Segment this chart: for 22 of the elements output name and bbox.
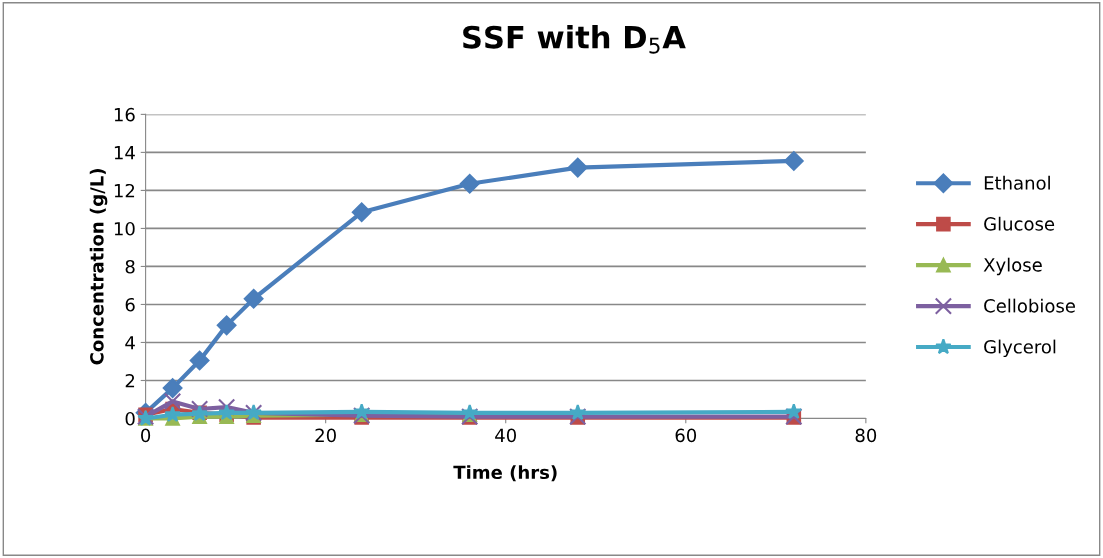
legend-label: Ethanol [984,175,1050,190]
y-tick-label: 2 [125,373,135,388]
y-tick-label: 0 [125,411,135,426]
legend-label: Glycerol [984,339,1056,358]
legend-label: Cellobiose [984,298,1075,313]
chart-title: SSF with D$_{5}$A [463,25,686,54]
legend-label: Xylose [983,257,1042,276]
x-tick-label: 40 [495,428,517,443]
x-tick-label: 0 [141,428,151,443]
x-axis-title: Time (hrs) [453,465,557,482]
y-tick-label: 4 [125,336,135,350]
y-tick-label: 12 [114,183,135,198]
y-tick-label: 10 [114,221,135,236]
y-tick-label: 6 [125,297,135,312]
legend-label: Glucose [984,216,1055,231]
y-axis-title: Concentration (g/L) [89,169,108,365]
y-tick-label: 8 [125,259,135,274]
y-tick-label: 16 [114,107,135,122]
x-tick-label: 60 [675,428,697,443]
x-tick-label: 20 [315,428,336,443]
y-tick-label: 14 [114,146,135,160]
x-tick-label: 80 [855,428,877,443]
